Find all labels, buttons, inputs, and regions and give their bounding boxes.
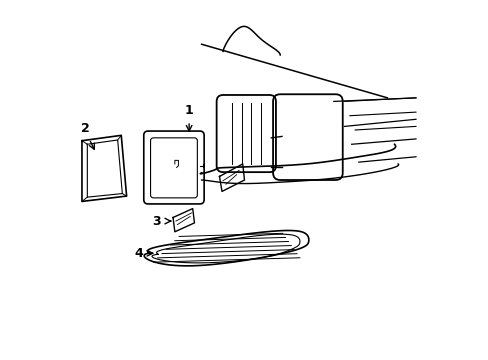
Text: 4: 4 [134, 247, 143, 260]
Text: 1: 1 [184, 104, 193, 117]
Text: 3: 3 [152, 215, 161, 228]
Text: 2: 2 [81, 122, 90, 135]
